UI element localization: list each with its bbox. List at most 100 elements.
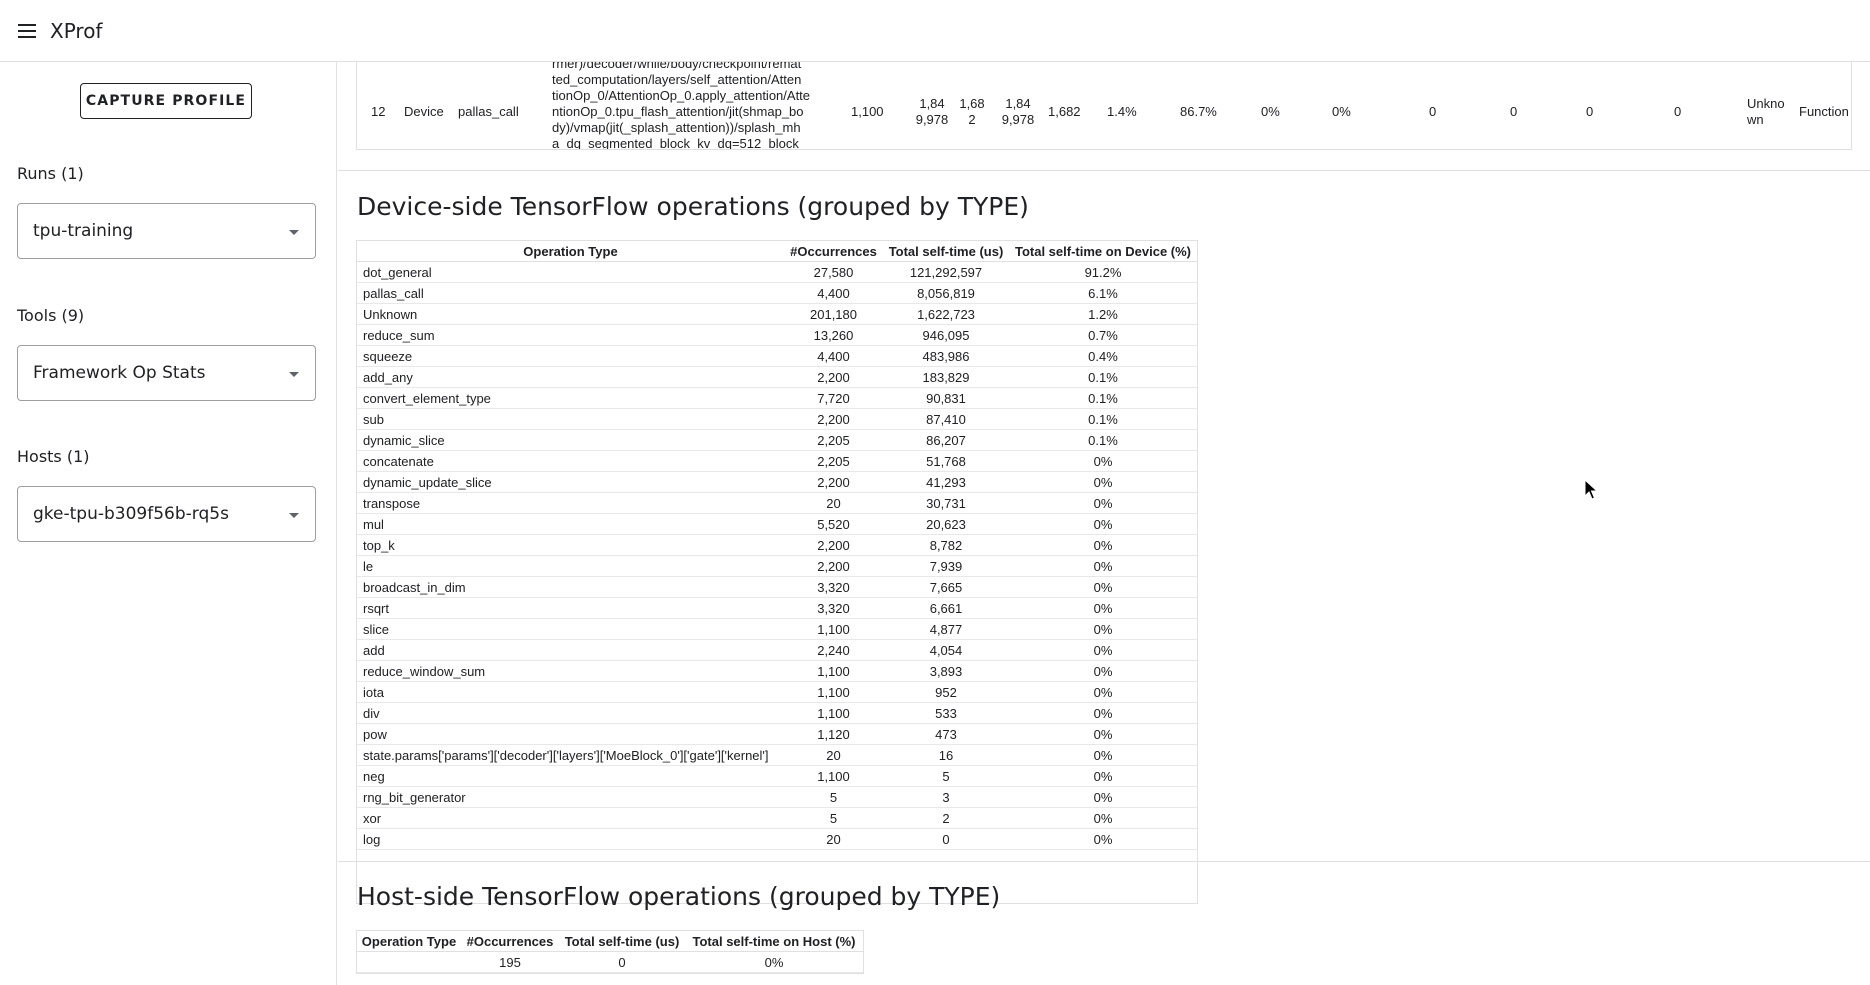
table-row[interactable]: dynamic_update_slice 2,200 41,293 0%: [357, 471, 1197, 493]
table-cell: 1.2%: [1009, 303, 1197, 325]
op-self-time-pct: 1.4%: [1107, 104, 1137, 119]
table-row[interactable]: dynamic_slice 2,205 86,207 0.1%: [357, 429, 1197, 451]
table-cell: 5: [784, 786, 883, 808]
column-header[interactable]: #Occurrences: [461, 931, 559, 952]
table-cell: 0%: [1009, 618, 1197, 640]
dropdown-arrow-icon: [289, 513, 299, 518]
table-row[interactable]: broadcast_in_dim 3,320 7,665 0%: [357, 576, 1197, 598]
table-row[interactable]: add_any 2,200 183,829 0.1%: [357, 366, 1197, 388]
op-name-line: tionOp_0/AttentionOp_0.apply_attention/A…: [552, 88, 811, 103]
table-row[interactable]: pow 1,120 473 0%: [357, 723, 1197, 745]
table-cell: add: [357, 639, 784, 661]
main-content: 12 Device pallas_call rmer)/decoder/whil…: [338, 62, 1870, 985]
table-row[interactable]: iota 1,100 952 0%: [357, 681, 1197, 703]
op-category: Function: [1799, 104, 1849, 119]
table-row[interactable]: log 20 0 0%: [357, 828, 1197, 850]
table-cell: le: [357, 555, 784, 577]
table-row[interactable]: transpose 20 30,731 0%: [357, 492, 1197, 514]
column-header[interactable]: Operation Type: [357, 241, 784, 262]
table-row[interactable]: xor 5 2 0%: [357, 807, 1197, 829]
table-cell: 0%: [1009, 471, 1197, 493]
table-cell: 0%: [1009, 555, 1197, 577]
table-cell: 0.1%: [1009, 387, 1197, 409]
table-cell: state.params['params']['decoder']['layer…: [357, 744, 784, 766]
table-row[interactable]: Unknown 201,180 1,622,723 1.2%: [357, 303, 1197, 325]
capture-profile-button[interactable]: CAPTURE PROFILE: [80, 83, 252, 119]
table-cell: 1,100: [784, 660, 883, 682]
op-total-self-time: 1,84 9,978: [997, 96, 1039, 128]
table-row[interactable]: sub 2,200 87,410 0.1%: [357, 408, 1197, 430]
menu-icon[interactable]: [18, 19, 42, 43]
table-row[interactable]: rng_bit_generator 5 3 0%: [357, 786, 1197, 808]
table-row[interactable]: slice 1,100 4,877 0%: [357, 618, 1197, 640]
table-cell: 2,200: [784, 366, 883, 388]
table-cell: 7,939: [883, 555, 1009, 577]
table-cell: 1,100: [784, 702, 883, 724]
op-total-self-time-line: 9,978: [1001, 112, 1035, 127]
table-row[interactable]: convert_element_type 7,720 90,831 0.1%: [357, 387, 1197, 409]
table-row[interactable]: neg 1,100 5 0%: [357, 765, 1197, 787]
table-row[interactable]: div 1,100 533 0%: [357, 702, 1197, 724]
runs-select-value: tpu-training: [33, 221, 134, 241]
table-cell: reduce_sum: [357, 324, 784, 346]
hosts-select[interactable]: gke-tpu-b309f56b-rq5s: [17, 486, 316, 542]
hosts-select-value: gke-tpu-b309f56b-rq5s: [33, 504, 229, 524]
column-header[interactable]: #Occurrences: [784, 241, 883, 262]
table-row[interactable]: mul 5,520 20,623 0%: [357, 513, 1197, 535]
op-total-time-line: 9,978: [915, 112, 949, 127]
table-cell: neg: [357, 765, 784, 787]
table-cell: 0%: [1009, 723, 1197, 745]
device-ops-table: Operation Type #Occurrences Total self-t…: [356, 240, 1198, 904]
table-cell: 201,180: [784, 303, 883, 325]
table-cell: 7,665: [883, 576, 1009, 598]
table-cell: 2,200: [784, 534, 883, 556]
column-header[interactable]: Total self-time (us): [883, 241, 1009, 262]
column-header[interactable]: Total self-time (us): [559, 931, 685, 952]
table-cell: 2: [883, 807, 1009, 829]
table-cell: 0%: [1009, 534, 1197, 556]
table-cell: 952: [883, 681, 1009, 703]
mouse-pointer-icon: [1584, 478, 1599, 500]
table-row[interactable]: top_k 2,200 8,782 0%: [357, 534, 1197, 556]
table-cell: mul: [357, 513, 784, 535]
tools-select[interactable]: Framework Op Stats: [17, 345, 316, 401]
table-cell: rng_bit_generator: [357, 786, 784, 808]
table-row[interactable]: rsqrt 3,320 6,661 0%: [357, 597, 1197, 619]
column-header[interactable]: Total self-time on Host (%): [685, 931, 863, 952]
op-val-c: 0: [1586, 104, 1594, 119]
table-cell: 3,320: [784, 597, 883, 619]
table-row[interactable]: le 2,200 7,939 0%: [357, 555, 1197, 577]
table-row[interactable]: 195 0 0%: [357, 951, 863, 973]
column-header[interactable]: Operation Type: [357, 931, 461, 952]
table-cell: reduce_window_sum: [357, 660, 784, 682]
tools-select-value: Framework Op Stats: [33, 363, 206, 383]
column-header[interactable]: Total self-time on Device (%): [1009, 241, 1197, 262]
device-section-title: Device-side TensorFlow operations (group…: [357, 192, 1029, 221]
table-row[interactable]: reduce_window_sum 1,100 3,893 0%: [357, 660, 1197, 682]
table-row[interactable]: squeeze 4,400 483,986 0.4%: [357, 345, 1197, 367]
runs-select[interactable]: tpu-training: [17, 203, 316, 259]
table-cell: 20: [784, 828, 883, 850]
table-cell: 4,054: [883, 639, 1009, 661]
table-row[interactable]: concatenate 2,205 51,768 0%: [357, 450, 1197, 472]
op-pct-a: 0%: [1261, 104, 1280, 119]
table-cell: 483,986: [883, 345, 1009, 367]
table-cell: 0%: [1009, 597, 1197, 619]
table-row[interactable]: state.params['params']['decoder']['layer…: [357, 744, 1197, 766]
table-cell: 0%: [1009, 681, 1197, 703]
table-cell: 0%: [1009, 828, 1197, 850]
table-row[interactable]: 12 Device pallas_call rmer)/decoder/whil…: [356, 62, 1852, 150]
table-cell: convert_element_type: [357, 387, 784, 409]
table-row[interactable]: reduce_sum 13,260 946,095 0.7%: [357, 324, 1197, 346]
table-row[interactable]: add 2,240 4,054 0%: [357, 639, 1197, 661]
table-cell: 195: [461, 951, 559, 973]
table-cell: 0.7%: [1009, 324, 1197, 346]
table-row[interactable]: pallas_call 4,400 8,056,819 6.1%: [357, 282, 1197, 304]
table-cell: concatenate: [357, 450, 784, 472]
table-cell: top_k: [357, 534, 784, 556]
op-avg-self-time: 1,682: [1048, 104, 1081, 119]
op-bound-by: Unkno wn: [1747, 96, 1785, 128]
op-name-line: ntionOp_0.tpu_flash_attention/jit(shmap_…: [552, 104, 804, 119]
table-row[interactable]: dot_general 27,580 121,292,597 91.2%: [357, 261, 1197, 283]
table-cell: Unknown: [357, 303, 784, 325]
